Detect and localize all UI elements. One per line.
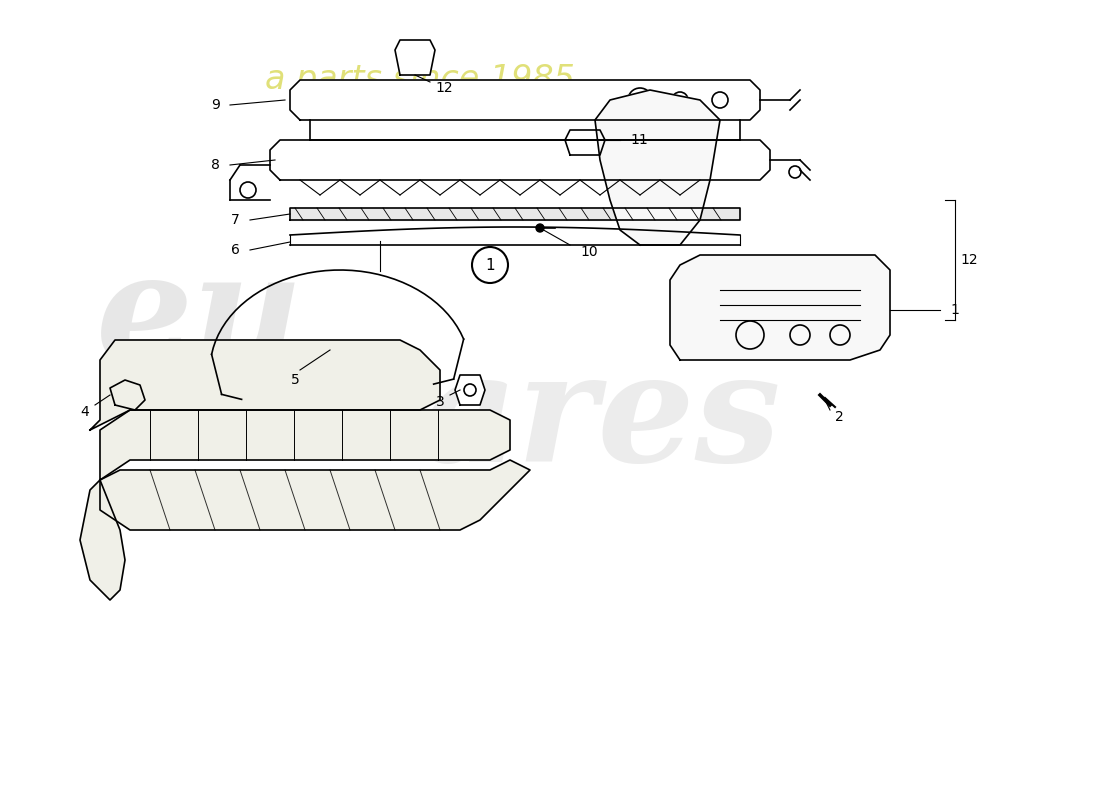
Polygon shape — [290, 208, 740, 220]
Polygon shape — [670, 255, 890, 360]
Text: 12: 12 — [960, 253, 978, 267]
Text: 7: 7 — [231, 213, 240, 227]
Text: 6: 6 — [231, 243, 240, 257]
Circle shape — [536, 224, 544, 232]
Polygon shape — [100, 410, 510, 480]
Text: 12: 12 — [434, 81, 452, 95]
Text: eu: eu — [96, 246, 304, 394]
Polygon shape — [90, 340, 440, 430]
Text: 1: 1 — [950, 303, 959, 317]
Text: 11: 11 — [630, 133, 648, 147]
Text: 3: 3 — [436, 395, 444, 409]
Polygon shape — [595, 90, 720, 245]
Text: 1: 1 — [485, 258, 495, 273]
Text: 5: 5 — [290, 373, 299, 387]
Polygon shape — [565, 130, 605, 155]
Polygon shape — [290, 80, 760, 120]
Polygon shape — [110, 380, 145, 410]
Text: 9: 9 — [211, 98, 220, 112]
Text: a parts since 1985: a parts since 1985 — [265, 63, 575, 97]
Polygon shape — [100, 460, 530, 530]
Polygon shape — [395, 40, 434, 75]
Text: 10: 10 — [580, 245, 597, 259]
Text: 8: 8 — [211, 158, 220, 172]
Text: 4: 4 — [80, 405, 89, 419]
Text: 2: 2 — [835, 410, 844, 424]
Polygon shape — [80, 480, 125, 600]
Polygon shape — [270, 140, 770, 180]
Text: ares: ares — [419, 346, 781, 494]
Polygon shape — [455, 375, 485, 405]
